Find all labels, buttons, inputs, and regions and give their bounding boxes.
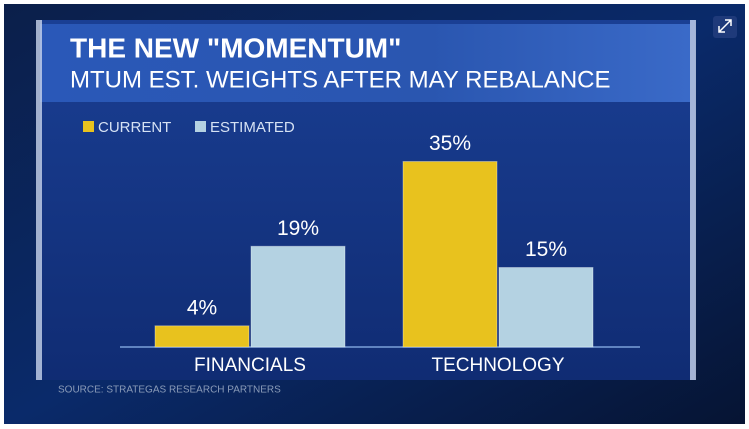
x-tick-label: TECHNOLOGY <box>431 355 564 376</box>
panel-edge <box>690 20 696 380</box>
legend-label: ESTIMATED <box>210 119 295 136</box>
chart-title: THE NEW "MOMENTUM" <box>70 32 401 63</box>
value-label: 35% <box>429 132 471 155</box>
bar <box>250 245 346 348</box>
bar <box>402 161 498 348</box>
legend-label: CURRENT <box>98 119 171 136</box>
legend-swatch <box>83 121 94 132</box>
panel-edge <box>36 20 42 380</box>
bar <box>154 325 250 348</box>
title-band <box>40 24 690 102</box>
bar <box>498 267 594 348</box>
expand-icon <box>718 19 732 33</box>
value-label: 19% <box>277 217 319 240</box>
value-label: 15% <box>525 238 567 261</box>
x-tick-label: FINANCIALS <box>194 355 306 376</box>
chart-subtitle: MTUM EST. WEIGHTS AFTER MAY REBALANCE <box>70 66 611 93</box>
source: SOURCE: STRATEGAS RESEARCH PARTNERS <box>58 385 281 396</box>
value-label: 4% <box>187 296 217 319</box>
legend-swatch <box>195 121 206 132</box>
